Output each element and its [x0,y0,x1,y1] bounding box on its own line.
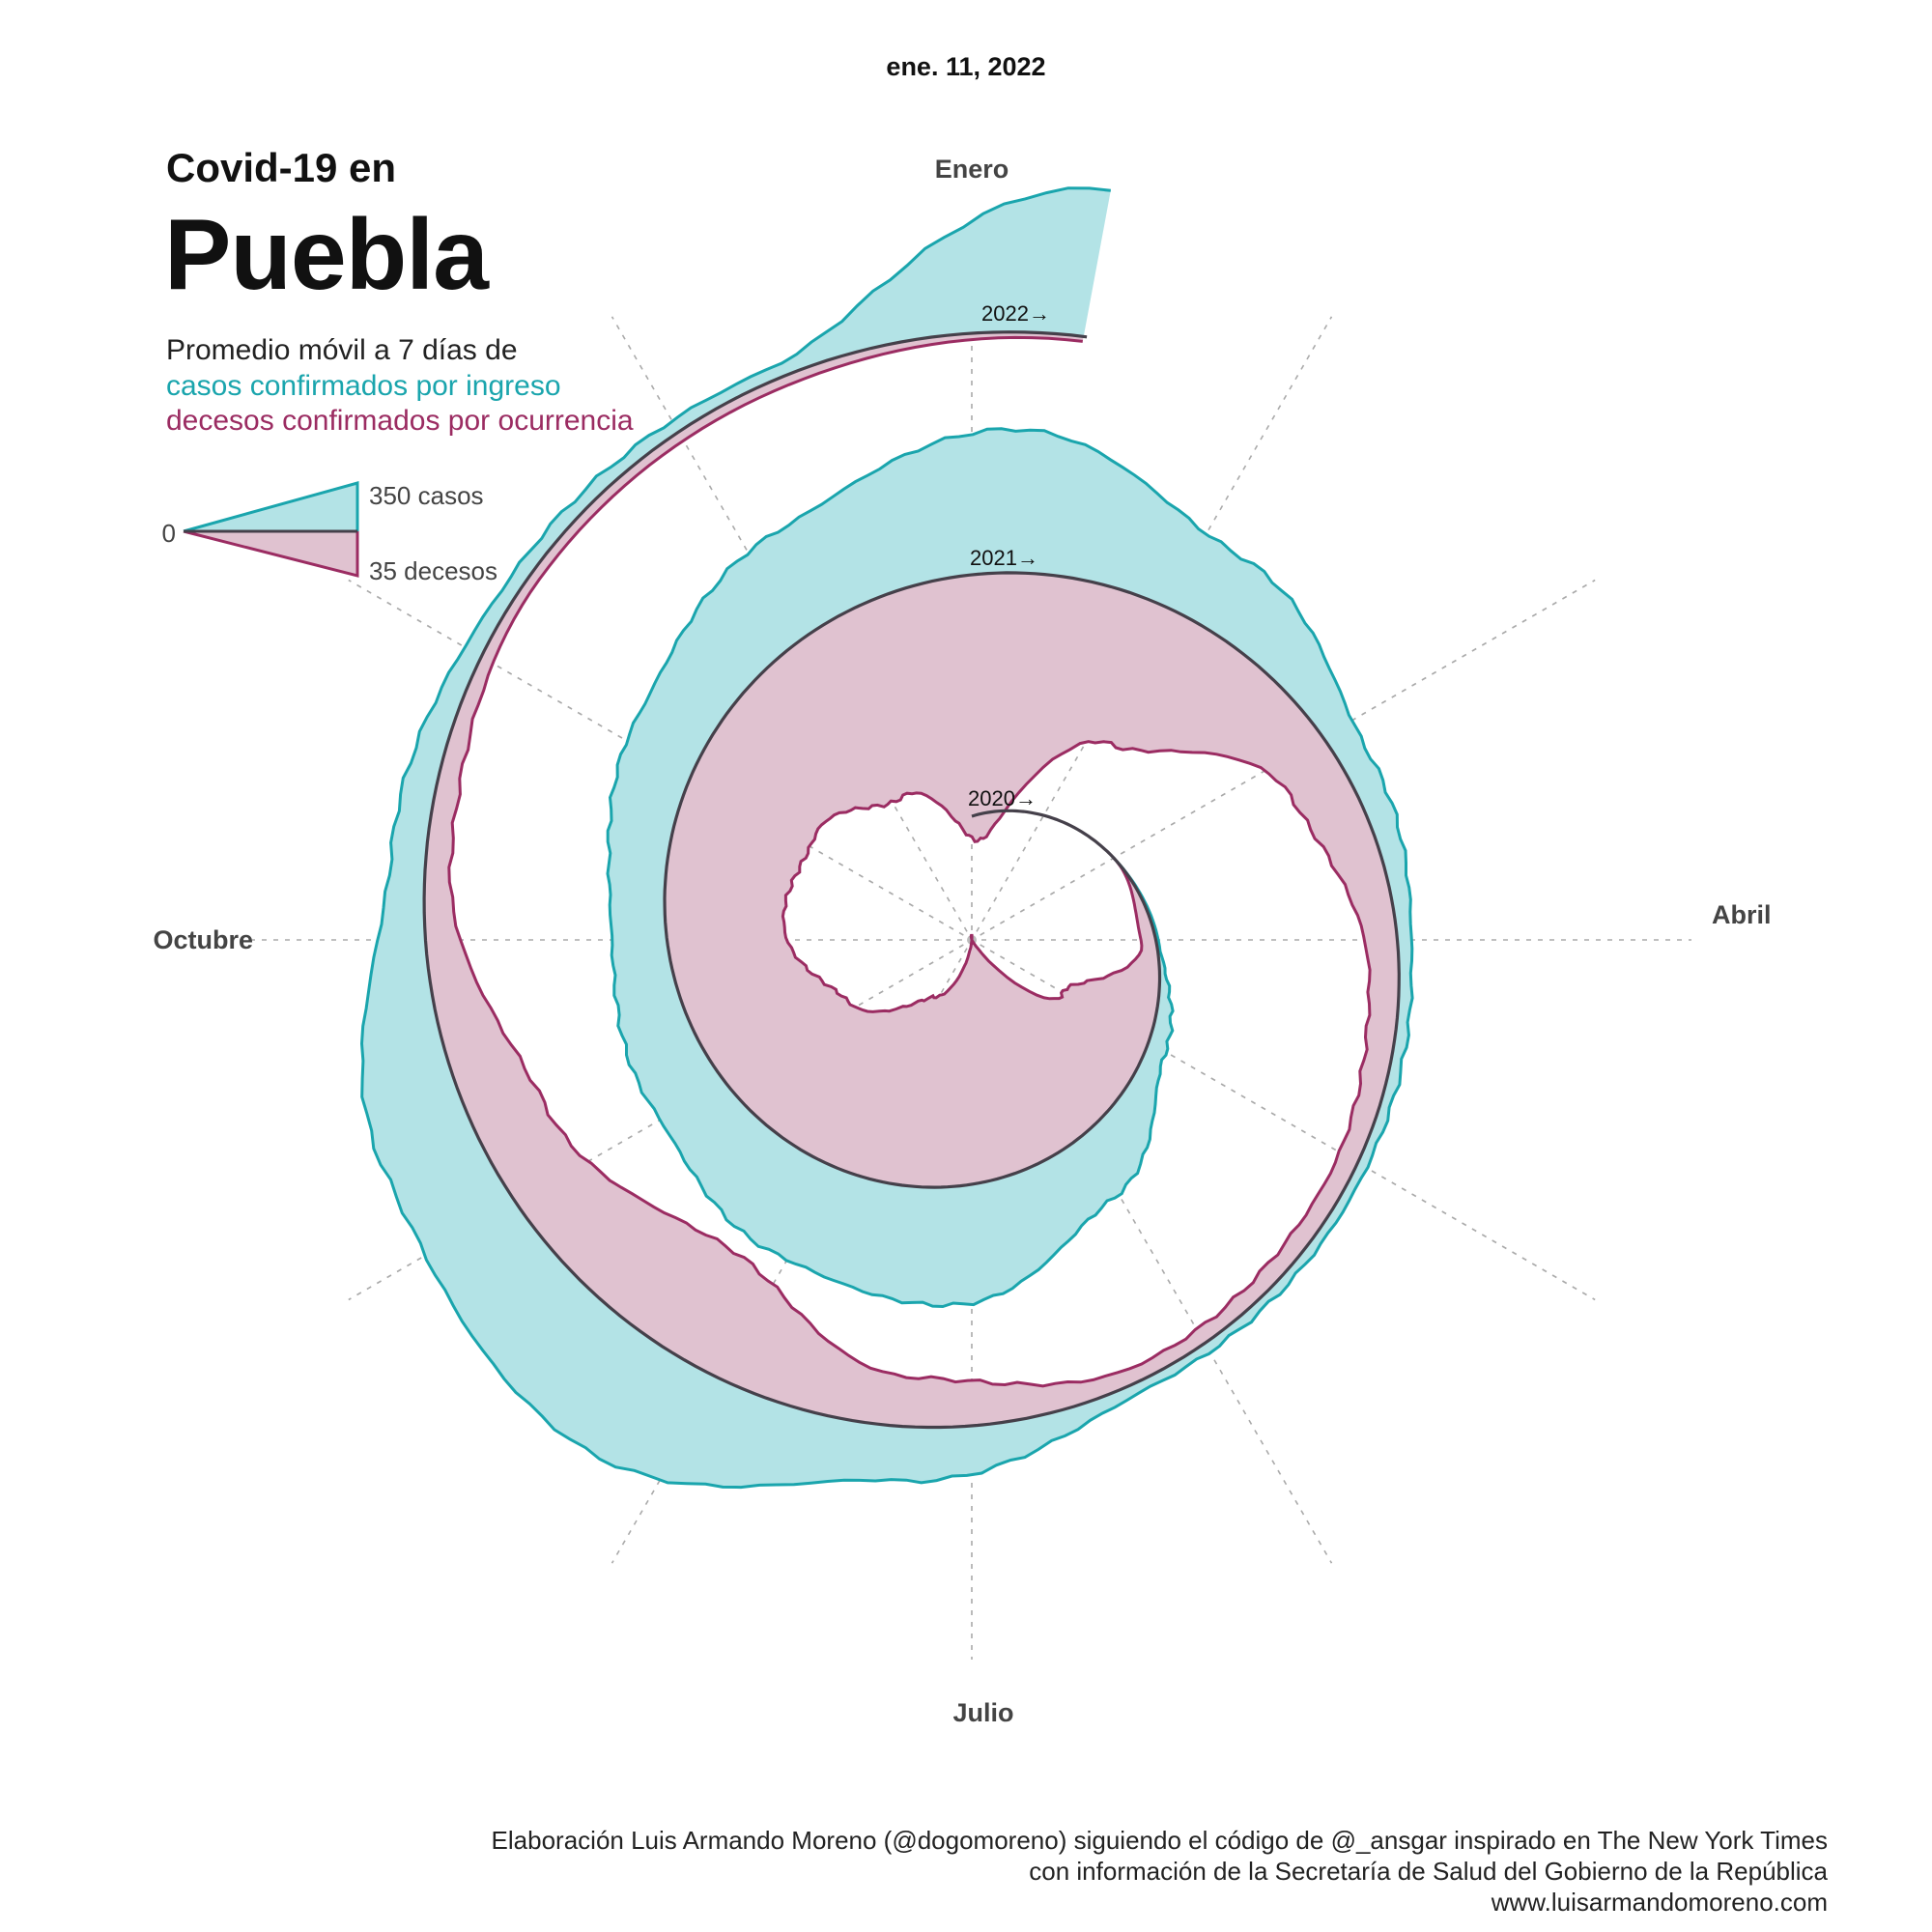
deaths-area [424,331,1400,1428]
title-prefix: Covid-19 en [166,145,397,190]
grid-spoke [976,316,1333,932]
year-label-2020: 2020→ [968,786,1037,810]
chart-title: Puebla [164,199,489,311]
legend-zero-label: 0 [162,519,176,548]
month-label-abril: Abril [1712,900,1772,929]
grid-spoke [348,579,964,936]
credit-line-1: Elaboración Luis Armando Moreno (@dogomo… [491,1826,1828,1855]
credit-line-2: con información de la Secretaría de Salu… [1029,1857,1828,1886]
legend-cases-label: 350 casos [369,481,484,510]
chart-date: ene. 11, 2022 [886,52,1046,81]
month-label-octubre: Octubre [153,925,253,954]
cases-area [361,187,1413,1488]
credit-line-3: www.luisarmandomoreno.com [1491,1888,1828,1917]
spiral-baseline [422,330,1401,1430]
chart-subtitle: Promedio móvil a 7 días de [166,334,518,366]
year-label-2021: 2021→ [970,546,1038,570]
year-label-2022: 2022→ [981,301,1050,326]
grid-spoke [980,579,1596,936]
cases-series-label: casos confirmados por ingreso [166,370,561,402]
grid-spoke [611,316,968,932]
legend-deaths-label: 35 decesos [369,556,497,585]
deaths-line [447,335,1372,1388]
month-label-enero: Enero [935,155,1009,184]
cases-line [359,186,1414,1490]
legend-cases-line [183,481,359,533]
deaths-series-label: decesos confirmados por ocurrencia [166,405,634,437]
month-label-julio: Julio [952,1698,1013,1727]
legend-deaths-line [183,529,359,578]
